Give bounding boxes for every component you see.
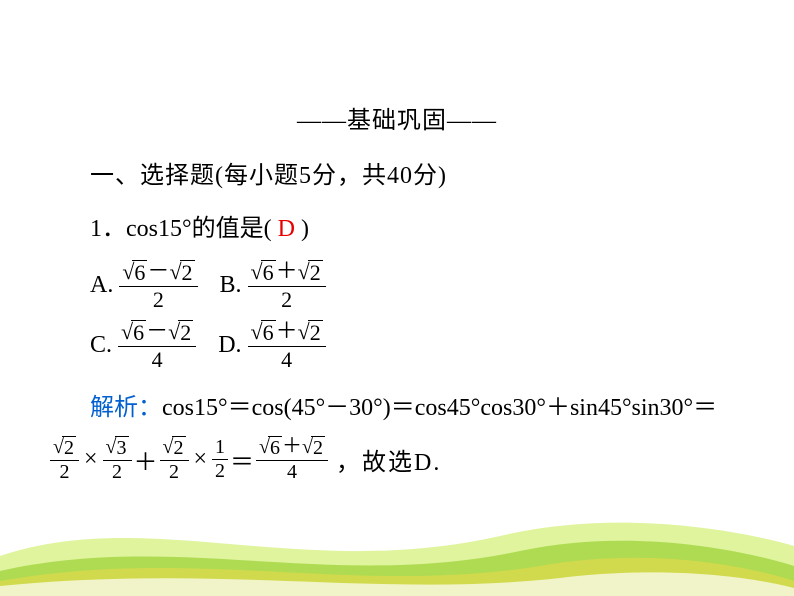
times-2: ×: [191, 446, 211, 473]
equation-line: √2 2 × √3 2 ＋ √2 2 × 1 2 ＝ √6＋√2 4 ，故选D.: [50, 436, 754, 483]
option-d-fraction: √6＋√2 4: [248, 319, 326, 371]
option-b: B. √6＋√2 2: [220, 259, 326, 311]
option-a-sqrt6: 6: [132, 260, 147, 285]
term2-den: 2: [112, 461, 122, 483]
term2: √3 2: [103, 436, 132, 483]
analysis-label: 解析：: [90, 395, 162, 421]
plus-1: ＋: [134, 442, 158, 477]
question-stem: 1．cos15°的值是( D ): [90, 208, 754, 243]
result-sqrt2: 2: [311, 436, 325, 459]
option-c-label: C.: [90, 332, 112, 359]
title-dash-left: ——: [297, 108, 347, 134]
term1: √2 2: [50, 436, 79, 483]
term4: 1 2: [212, 437, 228, 482]
background-decoration: [0, 486, 794, 596]
term2-sqrt: 3: [115, 436, 129, 459]
question-number: 1．: [90, 216, 126, 242]
option-c-sqrt6: 6: [131, 320, 146, 345]
term3-sqrt: 2: [172, 436, 186, 459]
question-text-after: ): [301, 216, 309, 242]
term3: √2 2: [160, 436, 189, 483]
times-1: ×: [81, 446, 101, 473]
analysis-tail: ，故选D.: [336, 442, 441, 477]
option-a: A. √6－√2 2: [90, 259, 198, 311]
option-b-label: B.: [220, 272, 242, 299]
section-heading: 一、选择题(每小题5分，共40分): [90, 155, 754, 190]
option-c: C. √6－√2 4: [90, 319, 196, 371]
term4-num: 1: [212, 437, 228, 460]
heading-scoring: (每小题5分，共40分): [215, 163, 447, 189]
option-b-op: ＋: [276, 258, 298, 283]
result-sqrt6: 6: [268, 436, 282, 459]
analysis: 解析：cos15°＝cos(45°－30°)＝cos45°cos30°＋sin4…: [90, 390, 754, 426]
question-text-before: cos15°的值是(: [126, 216, 272, 242]
option-d-den: 4: [281, 347, 292, 371]
options-row-2: C. √6－√2 4 D. √6＋√2 4: [90, 319, 754, 371]
option-c-den: 4: [152, 347, 163, 371]
term1-den: 2: [59, 461, 69, 483]
result-op: ＋: [282, 435, 302, 457]
option-a-den: 2: [153, 287, 164, 311]
slide: ——基础巩固—— 一、选择题(每小题5分，共40分) 1．cos15°的值是( …: [0, 0, 794, 596]
options-row-1: A. √6－√2 2 B. √6＋√2 2: [90, 259, 754, 311]
option-c-sqrt2: 2: [178, 320, 193, 345]
heading-prefix: 一、选择题: [90, 163, 215, 189]
option-c-op: －: [146, 318, 168, 343]
term4-den: 2: [215, 460, 225, 482]
title-dash-right: ——: [447, 108, 497, 134]
analysis-line1: cos15°＝cos(45°－30°)＝cos45°cos30°＋sin45°s…: [162, 395, 717, 421]
result-den: 4: [287, 461, 297, 483]
option-a-label: A.: [90, 272, 113, 299]
option-d: D. √6＋√2 4: [218, 319, 326, 371]
term1-sqrt: 2: [62, 436, 76, 459]
answer-letter: D: [278, 216, 295, 242]
section-title: ——基础巩固——: [40, 100, 754, 135]
option-d-op: ＋: [276, 318, 298, 343]
equals: ＝: [230, 442, 254, 477]
term3-den: 2: [169, 461, 179, 483]
option-b-den: 2: [281, 287, 292, 311]
option-a-op: －: [147, 258, 169, 283]
option-d-label: D.: [218, 332, 241, 359]
option-c-fraction: √6－√2 4: [118, 319, 196, 371]
option-b-fraction: √6＋√2 2: [248, 259, 326, 311]
title-text: 基础巩固: [347, 108, 447, 134]
result-fraction: √6＋√2 4: [256, 436, 328, 483]
option-a-fraction: √6－√2 2: [119, 259, 197, 311]
